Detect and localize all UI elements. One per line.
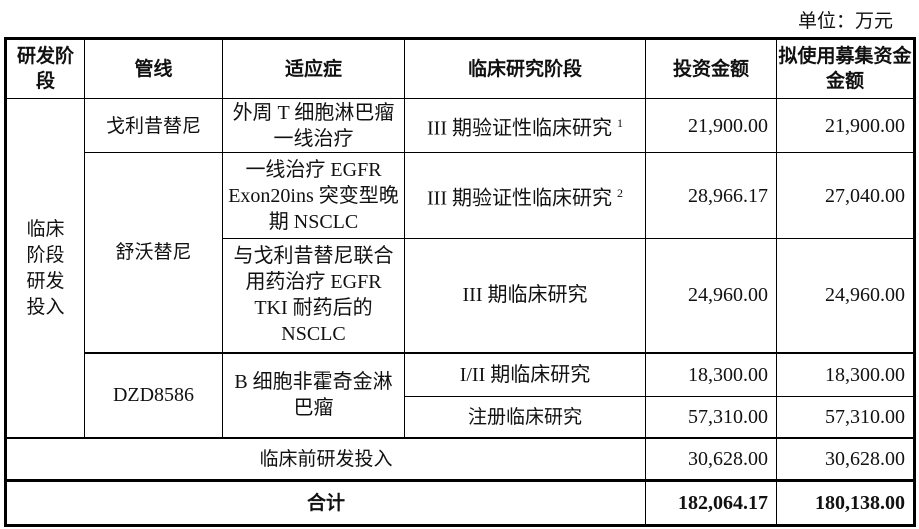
header-indication: 适应症 — [222, 38, 405, 99]
phase-text: III 期验证性临床研究 — [427, 117, 612, 140]
raised-cell: 18,300.00 — [776, 352, 915, 397]
header-row: 研发阶段 管线 适应症 临床研究阶段 投资金额 拟使用募集资金金额 — [5, 38, 915, 99]
investment-cell: 24,960.00 — [645, 238, 777, 353]
indication-cell: 与戈利昔替尼联合用药治疗 EGFR TKI 耐药后的 NSCLC — [222, 238, 405, 353]
table-row: 与戈利昔替尼联合用药治疗 EGFR TKI 耐药后的 NSCLC III 期临床… — [6, 238, 915, 353]
raised-cell: 24,960.00 — [776, 238, 915, 353]
investment-cell: 18,300.00 — [645, 352, 777, 397]
unit-label: 单位：万元 — [797, 10, 893, 32]
header-stage: 研发阶段 — [5, 38, 85, 99]
pipeline-cell: 舒沃替尼 — [84, 152, 223, 353]
pipeline-cell: 戈利昔替尼 — [84, 98, 223, 153]
footnote-mark: 2 — [616, 185, 623, 200]
footnote-mark: 1 — [616, 115, 623, 130]
indication-cell: 外周 T 细胞淋巴瘤一线治疗 — [222, 98, 405, 153]
investment-cell: 28,966.17 — [645, 152, 777, 239]
investment-cell: 21,900.00 — [645, 98, 777, 153]
total-label: 合计 — [5, 479, 646, 526]
phase-cell: I/II 期临床研究 — [404, 352, 646, 397]
total-raised: 180,138.00 — [776, 479, 915, 526]
table-row: 临床阶段研发投入 戈利昔替尼 外周 T 细胞淋巴瘤一线治疗 III 期验证性临床… — [5, 98, 915, 438]
header-raised: 拟使用募集资金金额 — [776, 38, 915, 99]
phase-cell: 注册临床研究 — [404, 396, 646, 438]
indication-cell: 一线治疗 EGFR Exon20ins 突变型晚期 NSCLC — [222, 152, 405, 239]
phase-text: III 期验证性临床研究 — [427, 187, 612, 210]
raised-cell: 30,628.00 — [776, 437, 915, 481]
indication-cell: B 细胞非霍奇金淋巴瘤 — [222, 352, 405, 438]
phase-cell: III 期验证性临床研究 1 — [404, 98, 646, 153]
total-row: 合计 182,064.17 180,138.00 — [5, 479, 915, 526]
table-row: DZD8586 B 细胞非霍奇金淋巴瘤 I/II 期临床研究 18,300.00… — [5, 352, 915, 438]
header-investment: 投资金额 — [645, 38, 777, 99]
table-row: 舒沃替尼 一线治疗 EGFR Exon20ins 突变型晚期 NSCLC III… — [6, 152, 915, 353]
raised-cell: 27,040.00 — [776, 152, 915, 239]
clinical-stage-cell: 临床阶段研发投入 — [5, 98, 85, 438]
investment-table: 研发阶段 管线 适应症 临床研究阶段 投资金额 拟使用募集资金金额 临床阶段研发… — [4, 37, 916, 527]
total-investment: 182,064.17 — [645, 479, 777, 526]
header-pipeline: 管线 — [84, 38, 223, 99]
phase-cell: III 期验证性临床研究 2 — [404, 152, 646, 239]
table-row: 注册临床研究 57,310.00 57,310.00 — [6, 396, 915, 438]
phase-cell: III 期临床研究 — [404, 238, 646, 353]
pipeline-cell: DZD8586 — [84, 352, 223, 438]
investment-cell: 57,310.00 — [645, 396, 777, 438]
raised-cell: 21,900.00 — [776, 98, 915, 153]
raised-cell: 57,310.00 — [776, 396, 915, 438]
header-phase: 临床研究阶段 — [404, 38, 646, 99]
preclinical-row: 临床前研发投入 30,628.00 30,628.00 — [5, 437, 915, 481]
investment-cell: 30,628.00 — [645, 437, 777, 481]
preclinical-label: 临床前研发投入 — [5, 437, 646, 481]
